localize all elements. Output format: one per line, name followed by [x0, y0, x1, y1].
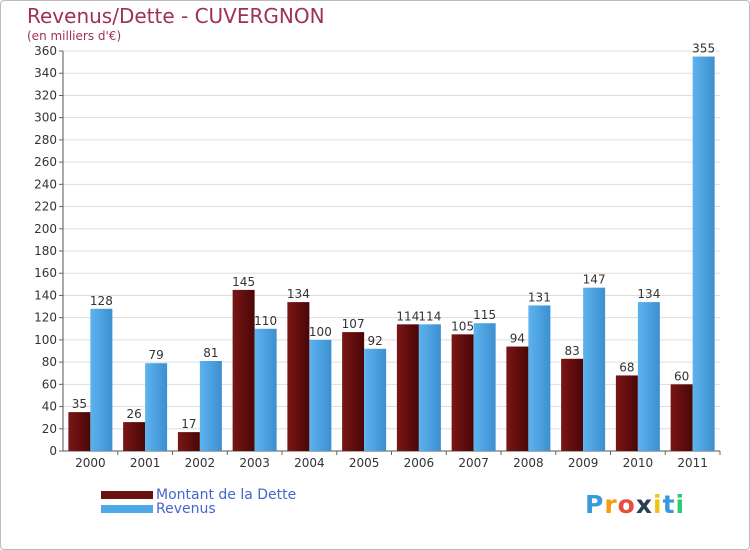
- bar-debt: [506, 346, 529, 451]
- brand-letter: r: [604, 490, 618, 519]
- x-tick-label: 2001: [130, 456, 161, 470]
- y-tick-label: 40: [42, 400, 57, 414]
- brand-letter: i: [675, 490, 686, 519]
- bar-revenue: [254, 328, 277, 451]
- x-tick-label: 2008: [513, 456, 544, 470]
- y-tick-label: 300: [34, 111, 57, 125]
- bar-debt: [342, 332, 365, 451]
- bar-debt: [451, 334, 474, 451]
- data-label-revenue: 128: [90, 294, 113, 308]
- bar-debt: [123, 422, 146, 451]
- y-tick-label: 320: [34, 88, 57, 102]
- legend-item-debt: Montant de la Dette: [101, 487, 296, 503]
- bar-revenue: [473, 323, 496, 451]
- bar-debt: [561, 358, 584, 451]
- data-label-debt: 26: [126, 407, 141, 421]
- bar-revenue: [145, 363, 168, 451]
- bar-debt: [615, 375, 638, 451]
- y-tick-label: 0: [49, 444, 57, 458]
- y-tick-label: 100: [34, 333, 57, 347]
- x-tick-label: 2007: [458, 456, 489, 470]
- bar-revenue: [528, 305, 551, 451]
- y-tick-label: 240: [34, 177, 57, 191]
- brand-letter: P: [585, 490, 605, 519]
- data-label-revenue: 100: [309, 325, 332, 339]
- bar-debt: [287, 302, 310, 451]
- data-label-revenue: 79: [148, 348, 163, 362]
- data-label-debt: 68: [619, 360, 634, 374]
- legend-label-revenue: Revenus: [156, 501, 216, 517]
- y-tick-label: 360: [34, 44, 57, 58]
- bar-revenue: [364, 348, 387, 451]
- x-tick-label: 2000: [75, 456, 106, 470]
- y-tick-label: 200: [34, 222, 57, 236]
- data-label-revenue: 134: [637, 287, 660, 301]
- bar-debt: [68, 412, 91, 451]
- data-label-debt: 17: [181, 417, 196, 431]
- data-label-debt: 105: [451, 319, 474, 333]
- data-label-debt: 107: [342, 317, 365, 331]
- x-tick-label: 2003: [239, 456, 270, 470]
- x-tick-label: 2010: [623, 456, 654, 470]
- data-label-revenue: 147: [583, 273, 606, 287]
- bar-debt: [396, 324, 419, 451]
- bar-revenue: [418, 324, 441, 451]
- x-tick-label: 2011: [677, 456, 708, 470]
- y-tick-label: 20: [42, 422, 57, 436]
- bar-revenue: [637, 302, 660, 451]
- y-tick-label: 220: [34, 200, 57, 214]
- legend-swatch-debt: [101, 491, 153, 499]
- data-label-debt: 35: [72, 397, 87, 411]
- data-label-revenue: 355: [692, 42, 715, 56]
- chart-subtitle: (en milliers d'€): [27, 29, 122, 43]
- proxiti-logo: Proxiti: [585, 490, 685, 519]
- bar-debt: [232, 289, 255, 451]
- y-tick-label: 260: [34, 155, 57, 169]
- data-label-revenue: 114: [418, 309, 441, 323]
- x-tick-label: 2002: [185, 456, 216, 470]
- legend-label-debt: Montant de la Dette: [156, 487, 297, 503]
- legend-swatch-revenue: [101, 505, 153, 513]
- bar-debt: [177, 432, 200, 451]
- x-tick-label: 2005: [349, 456, 380, 470]
- x-tick-label: 2006: [404, 456, 435, 470]
- data-label-debt: 114: [396, 309, 419, 323]
- y-tick-label: 140: [34, 288, 57, 302]
- x-tick-label: 2009: [568, 456, 599, 470]
- y-tick-label: 60: [42, 377, 57, 391]
- y-tick-label: 340: [34, 66, 57, 80]
- y-tick-label: 160: [34, 266, 57, 280]
- brand-letter: o: [617, 490, 636, 519]
- data-label-debt: 134: [287, 287, 310, 301]
- brand-letter: x: [635, 490, 653, 519]
- bar-revenue: [90, 308, 113, 451]
- brand-letter: i: [653, 490, 663, 519]
- data-label-revenue: 115: [473, 308, 496, 322]
- bar-revenue: [692, 56, 715, 452]
- data-label-debt: 94: [510, 332, 525, 346]
- data-label-revenue: 81: [203, 346, 218, 360]
- data-label-debt: 83: [564, 344, 579, 358]
- x-tick-label: 2004: [294, 456, 325, 470]
- bar-debt: [670, 384, 693, 451]
- bar-revenue: [583, 287, 606, 451]
- data-label-revenue: 131: [528, 290, 551, 304]
- data-label-debt: 145: [232, 275, 255, 289]
- bar-revenue: [309, 339, 332, 451]
- y-tick-label: 120: [34, 311, 57, 325]
- bar-revenue: [199, 361, 222, 451]
- data-label-revenue: 92: [367, 334, 382, 348]
- data-label-debt: 60: [674, 369, 689, 383]
- chart-title: Revenus/Dette - CUVERGNON: [27, 4, 325, 28]
- data-label-revenue: 110: [254, 314, 277, 328]
- brand-letter: t: [662, 490, 676, 519]
- y-tick-label: 80: [42, 355, 57, 369]
- y-tick-label: 280: [34, 133, 57, 147]
- legend-item-revenue: Revenus: [101, 501, 216, 517]
- y-tick-label: 180: [34, 244, 57, 258]
